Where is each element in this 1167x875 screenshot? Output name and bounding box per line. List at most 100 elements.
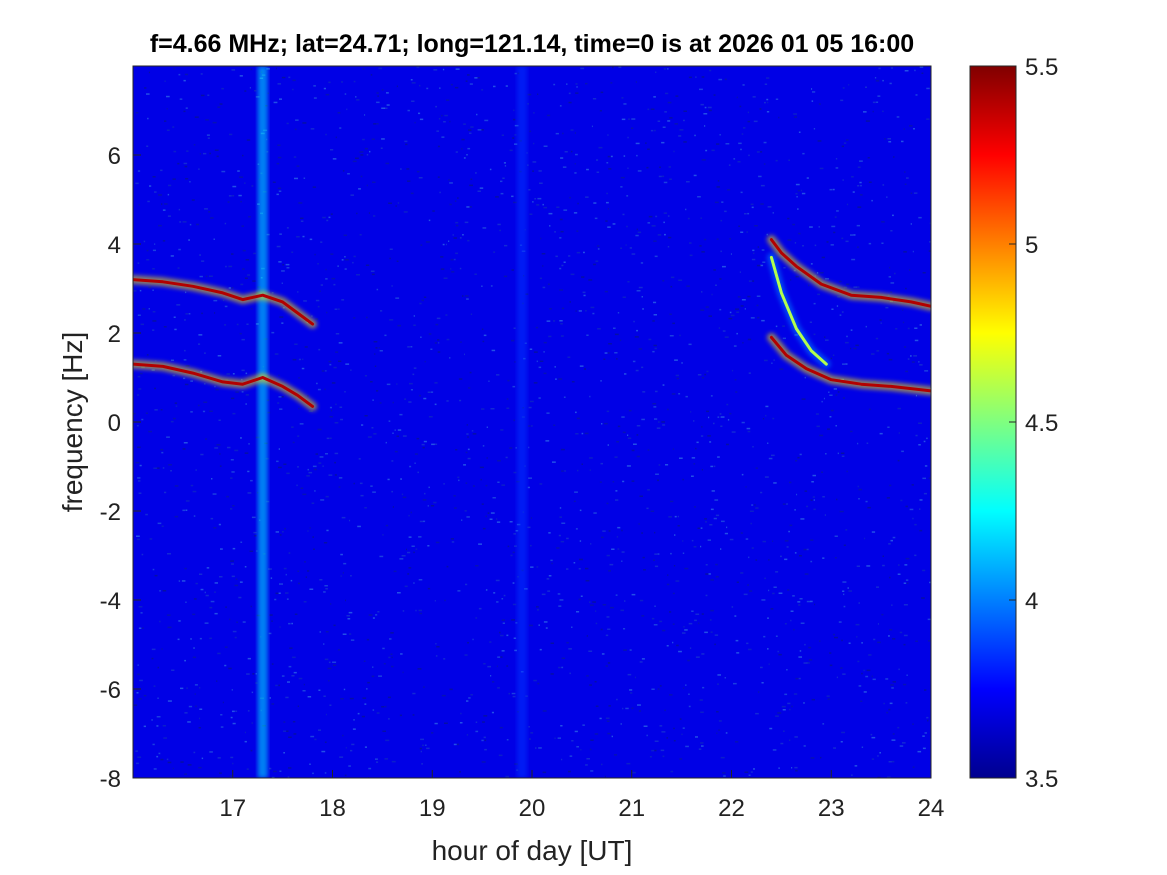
noise-speck <box>662 126 666 128</box>
noise-speck <box>410 511 412 514</box>
noise-speck <box>353 719 355 721</box>
noise-speck <box>620 186 623 188</box>
noise-speck <box>715 284 717 286</box>
noise-speck <box>222 299 225 302</box>
noise-speck <box>231 471 235 473</box>
noise-speck <box>827 698 830 700</box>
noise-speck <box>836 498 838 501</box>
noise-speck <box>865 325 867 328</box>
noise-speck <box>834 636 838 639</box>
noise-speck <box>559 599 564 601</box>
noise-speck <box>688 705 691 708</box>
noise-speck <box>139 372 143 375</box>
noise-speck <box>340 418 343 421</box>
noise-speck <box>736 332 738 335</box>
noise-speck <box>868 408 871 411</box>
noise-speck <box>815 413 819 415</box>
noise-speck <box>809 321 812 323</box>
noise-speck <box>552 461 556 463</box>
noise-speck <box>254 535 257 537</box>
noise-speck <box>768 559 770 561</box>
noise-speck <box>326 311 328 314</box>
noise-speck <box>328 680 330 682</box>
noise-speck <box>344 93 347 95</box>
noise-speck <box>305 576 307 578</box>
noise-speck <box>244 566 247 568</box>
noise-speck <box>431 732 434 734</box>
noise-speck <box>272 181 276 183</box>
noise-speck <box>448 240 450 242</box>
noise-speck <box>446 400 449 402</box>
noise-speck <box>748 648 752 651</box>
noise-speck <box>269 697 271 699</box>
noise-speck <box>453 495 456 497</box>
noise-speck <box>140 323 144 326</box>
noise-speck <box>886 497 890 499</box>
noise-speck <box>240 437 242 439</box>
noise-speck <box>513 471 517 474</box>
noise-speck <box>607 628 611 630</box>
noise-speck <box>541 253 546 255</box>
noise-speck <box>400 478 402 480</box>
noise-speck <box>714 201 719 204</box>
noise-speck <box>367 436 372 438</box>
noise-speck <box>654 740 659 742</box>
noise-speck <box>231 689 233 691</box>
noise-speck <box>303 601 307 603</box>
noise-speck <box>669 178 672 180</box>
noise-speck <box>557 737 561 739</box>
noise-speck <box>459 399 462 402</box>
noise-speck <box>682 727 685 729</box>
noise-speck <box>877 776 881 778</box>
noise-speck <box>329 406 332 409</box>
noise-speck <box>877 623 879 625</box>
noise-speck <box>467 74 470 76</box>
noise-speck <box>344 774 347 777</box>
noise-speck <box>174 402 178 404</box>
noise-speck <box>578 568 581 570</box>
noise-speck <box>848 590 852 592</box>
noise-speck <box>606 201 609 204</box>
noise-speck <box>497 481 500 483</box>
noise-speck <box>700 309 705 311</box>
noise-speck <box>228 287 231 289</box>
noise-speck <box>468 697 471 699</box>
noise-speck <box>307 468 309 471</box>
noise-speck <box>455 151 458 153</box>
noise-speck <box>846 335 848 338</box>
noise-speck <box>433 69 438 71</box>
noise-speck <box>653 96 656 98</box>
noise-speck <box>328 81 331 84</box>
noise-speck <box>437 351 441 353</box>
noise-speck <box>899 745 904 747</box>
noise-speck <box>899 631 903 634</box>
noise-speck <box>588 650 593 652</box>
noise-speck <box>199 717 201 720</box>
noise-speck <box>362 697 367 699</box>
noise-speck <box>479 187 484 189</box>
noise-speck <box>901 450 904 453</box>
noise-speck <box>412 714 415 716</box>
noise-speck <box>465 583 468 586</box>
noise-speck <box>466 298 469 300</box>
noise-speck <box>813 128 816 130</box>
noise-speck <box>416 170 420 173</box>
noise-speck <box>791 767 793 769</box>
noise-speck <box>170 420 174 423</box>
noise-speck <box>752 96 756 98</box>
noise-speck <box>794 552 797 554</box>
noise-speck <box>303 300 307 302</box>
noise-speck <box>414 121 416 124</box>
noise-speck <box>787 589 790 591</box>
noise-speck <box>470 694 473 696</box>
noise-speck <box>504 244 508 247</box>
noise-speck <box>790 610 794 612</box>
noise-speck <box>857 206 862 208</box>
noise-speck <box>449 203 452 206</box>
noise-speck <box>162 725 166 727</box>
noise-speck <box>760 184 765 187</box>
noise-speck <box>250 605 252 608</box>
noise-speck <box>350 575 352 577</box>
noise-speck <box>631 593 636 596</box>
noise-speck <box>472 433 477 435</box>
